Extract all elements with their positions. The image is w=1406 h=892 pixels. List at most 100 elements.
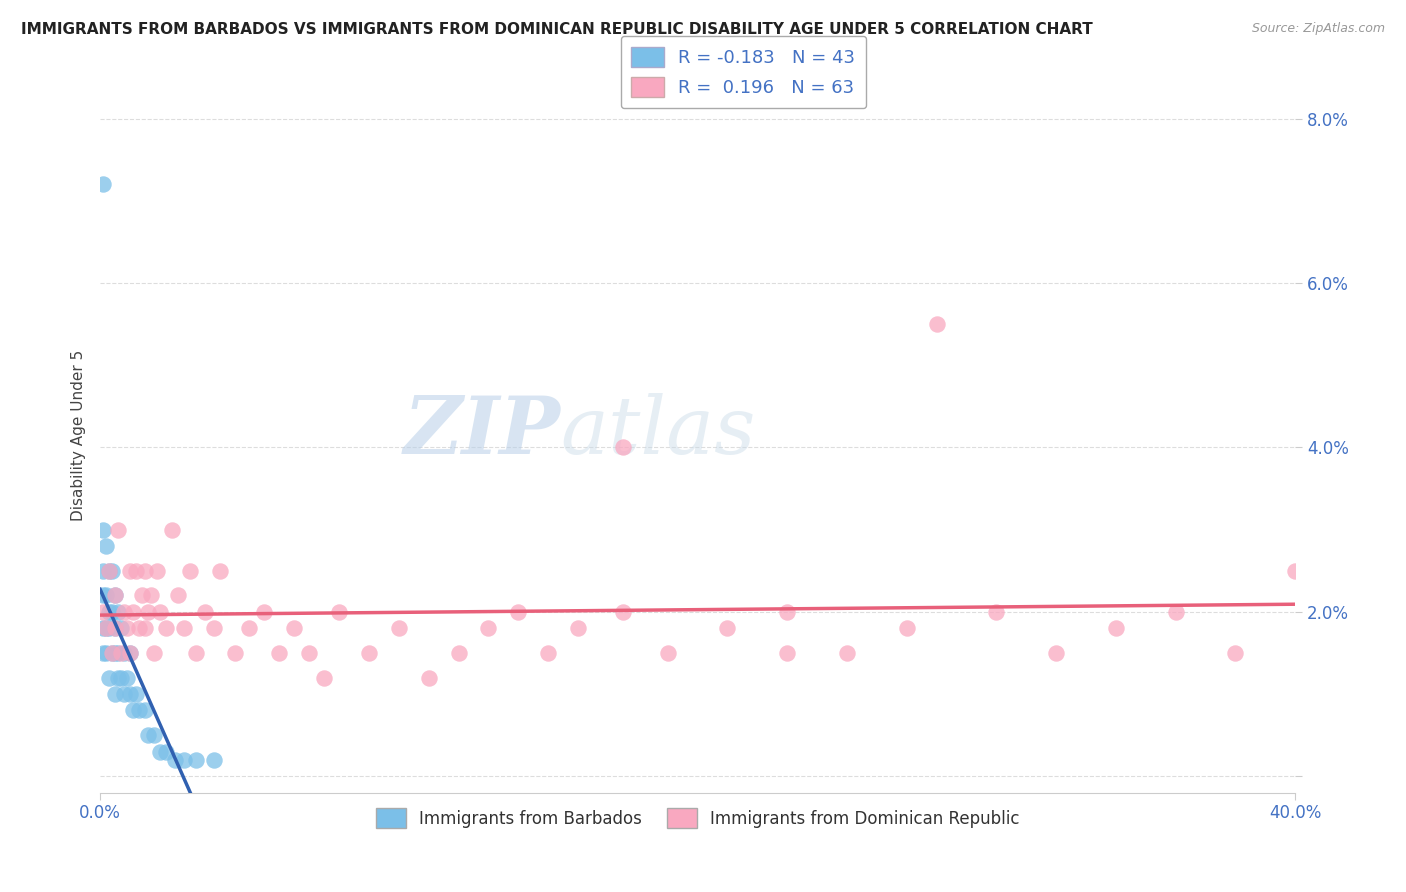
Point	[110, 621, 132, 635]
Point	[94, 539, 117, 553]
Point	[104, 621, 127, 635]
Point	[1284, 564, 1306, 578]
Point	[136, 728, 159, 742]
Legend: Immigrants from Barbados, Immigrants from Dominican Republic: Immigrants from Barbados, Immigrants fro…	[368, 802, 1026, 834]
Point	[118, 564, 141, 578]
Point	[128, 703, 150, 717]
Point	[537, 646, 560, 660]
Point	[1105, 621, 1128, 635]
Point	[184, 753, 207, 767]
Text: atlas: atlas	[560, 392, 755, 470]
Point	[184, 646, 207, 660]
Point	[134, 621, 156, 635]
Point	[155, 621, 177, 635]
Point	[149, 745, 172, 759]
Point	[112, 605, 135, 619]
Text: IMMIGRANTS FROM BARBADOS VS IMMIGRANTS FROM DOMINICAN REPUBLIC DISABILITY AGE UN: IMMIGRANTS FROM BARBADOS VS IMMIGRANTS F…	[21, 22, 1092, 37]
Point	[98, 671, 121, 685]
Point	[567, 621, 589, 635]
Point	[101, 646, 124, 660]
Point	[94, 621, 117, 635]
Point	[104, 588, 127, 602]
Point	[110, 671, 132, 685]
Point	[94, 646, 117, 660]
Point	[202, 621, 225, 635]
Point	[98, 605, 121, 619]
Point	[238, 621, 260, 635]
Point	[98, 564, 121, 578]
Point	[115, 671, 138, 685]
Point	[107, 646, 129, 660]
Point	[122, 605, 145, 619]
Point	[477, 621, 499, 635]
Point	[118, 646, 141, 660]
Point	[716, 621, 738, 635]
Point	[388, 621, 411, 635]
Point	[149, 605, 172, 619]
Point	[98, 564, 121, 578]
Point	[202, 753, 225, 767]
Point	[98, 621, 121, 635]
Point	[128, 621, 150, 635]
Point	[104, 588, 127, 602]
Point	[612, 441, 634, 455]
Point	[179, 564, 201, 578]
Point	[447, 646, 470, 660]
Point	[101, 646, 124, 660]
Point	[835, 646, 858, 660]
Point	[104, 646, 127, 660]
Point	[104, 621, 127, 635]
Point	[101, 564, 124, 578]
Point	[657, 646, 679, 660]
Point	[134, 564, 156, 578]
Point	[146, 564, 169, 578]
Point	[91, 621, 114, 635]
Text: Source: ZipAtlas.com: Source: ZipAtlas.com	[1251, 22, 1385, 36]
Point	[1164, 605, 1187, 619]
Point	[142, 728, 165, 742]
Point	[194, 605, 217, 619]
Point	[208, 564, 231, 578]
Point	[122, 703, 145, 717]
Point	[139, 588, 162, 602]
Point	[136, 605, 159, 619]
Point	[173, 621, 195, 635]
Point	[328, 605, 350, 619]
Point	[94, 621, 117, 635]
Point	[925, 317, 948, 331]
Point	[107, 671, 129, 685]
Y-axis label: Disability Age Under 5: Disability Age Under 5	[72, 350, 86, 521]
Point	[776, 605, 799, 619]
Point	[142, 646, 165, 660]
Point	[357, 646, 380, 660]
Point	[166, 588, 188, 602]
Point	[612, 605, 634, 619]
Point	[115, 621, 138, 635]
Point	[298, 646, 321, 660]
Point	[101, 605, 124, 619]
Point	[91, 605, 114, 619]
Point	[125, 687, 148, 701]
Point	[314, 671, 336, 685]
Point	[91, 588, 114, 602]
Point	[160, 523, 183, 537]
Point	[107, 523, 129, 537]
Point	[91, 523, 114, 537]
Point	[896, 621, 918, 635]
Point	[1225, 646, 1247, 660]
Point	[91, 178, 114, 192]
Point	[1045, 646, 1067, 660]
Point	[173, 753, 195, 767]
Point	[986, 605, 1008, 619]
Point	[418, 671, 440, 685]
Point	[110, 646, 132, 660]
Point	[104, 687, 127, 701]
Point	[134, 703, 156, 717]
Point	[283, 621, 305, 635]
Point	[107, 605, 129, 619]
Point	[253, 605, 276, 619]
Point	[163, 753, 186, 767]
Point	[776, 646, 799, 660]
Point	[112, 646, 135, 660]
Point	[91, 646, 114, 660]
